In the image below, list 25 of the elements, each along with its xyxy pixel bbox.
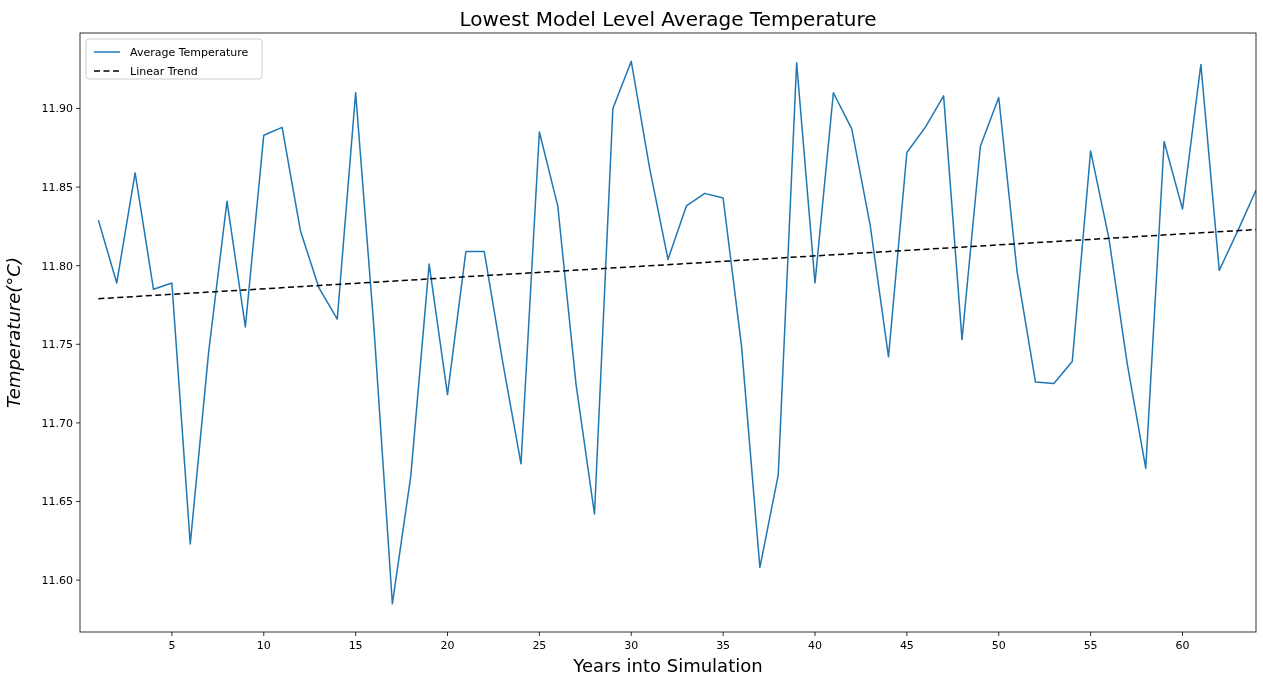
x-tick-label: 25 [532, 639, 547, 652]
x-tick-label: 20 [440, 639, 455, 652]
y-tick-label: 11.75 [41, 338, 73, 352]
x-tick-label: 60 [1175, 639, 1190, 652]
x-tick-label: 5 [168, 639, 176, 652]
x-tick-label: 40 [808, 639, 822, 652]
y-tick-label: 11.60 [41, 573, 73, 587]
x-tick-label: 30 [624, 639, 639, 652]
legend-label: Linear Trend [130, 64, 198, 78]
x-tick-label: 50 [991, 639, 1006, 652]
x-tick-label: 10 [256, 639, 271, 652]
y-tick-label: 11.65 [41, 495, 73, 509]
y-tick-label: 11.85 [41, 180, 73, 194]
x-axis-title: Years into Simulation [572, 655, 763, 676]
x-tick-label: 35 [716, 639, 731, 652]
legend-label: Average Temperature [130, 45, 249, 59]
x-tick-label: 15 [348, 639, 363, 652]
y-tick-label: 11.90 [41, 102, 73, 116]
y-axis-title: Temperature(°C) [3, 257, 24, 408]
y-tick-label: 11.70 [41, 416, 73, 430]
x-tick-label: 45 [899, 639, 914, 652]
chart-title: Lowest Model Level Average Temperature [459, 7, 877, 31]
y-tick-label: 11.80 [41, 259, 73, 273]
line-series [97, 60, 1256, 605]
x-tick-label: 55 [1083, 639, 1098, 652]
